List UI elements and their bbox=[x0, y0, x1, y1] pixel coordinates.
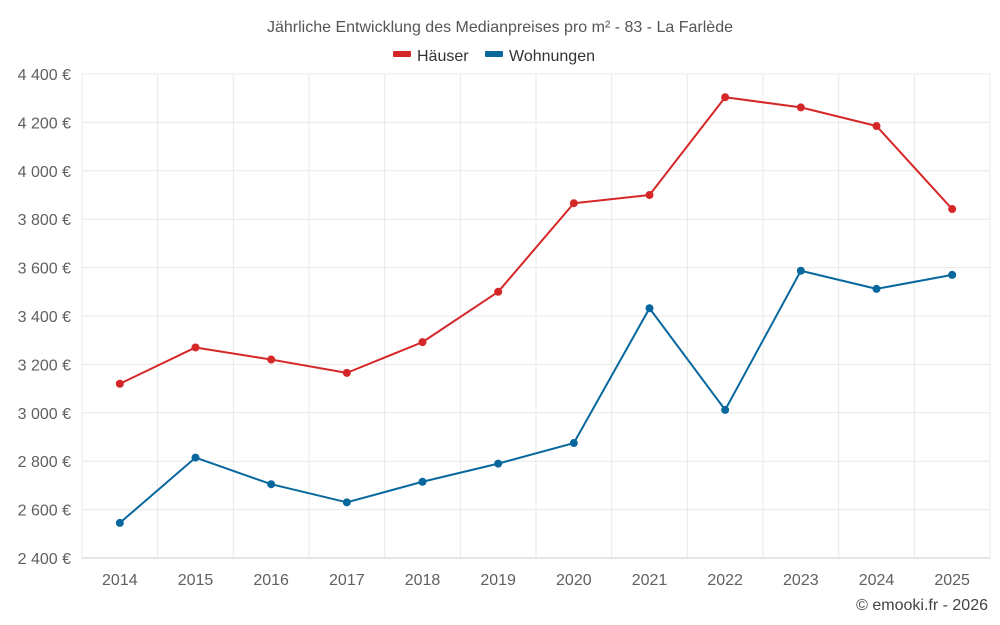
data-point-haeuser[interactable] bbox=[115, 379, 124, 388]
data-point-wohnungen[interactable] bbox=[721, 405, 730, 414]
data-point-wohnungen[interactable] bbox=[948, 270, 957, 279]
legend-swatch-wohnungen bbox=[485, 51, 503, 57]
data-point-wohnungen[interactable] bbox=[418, 477, 427, 486]
x-tick-label: 2024 bbox=[859, 572, 895, 589]
x-tick-label: 2023 bbox=[783, 572, 819, 589]
data-point-haeuser[interactable] bbox=[721, 93, 730, 102]
legend-item-haeuser[interactable]: Häuser bbox=[393, 48, 469, 65]
series-wohnungen bbox=[115, 266, 957, 527]
x-tick-label: 2016 bbox=[253, 572, 289, 589]
series-haeuser bbox=[115, 93, 957, 388]
y-tick-label: 4 000 € bbox=[18, 164, 71, 181]
y-tick-label: 3 200 € bbox=[18, 357, 71, 374]
credit-text: © emooki.fr - 2026 bbox=[856, 597, 988, 614]
y-tick-label: 2 400 € bbox=[18, 551, 71, 568]
y-tick-label: 3 000 € bbox=[18, 406, 71, 423]
y-tick-label: 2 600 € bbox=[18, 503, 71, 520]
grid bbox=[81, 73, 991, 559]
chart-title: Jährliche Entwicklung des Medianpreises … bbox=[267, 19, 733, 36]
data-point-haeuser[interactable] bbox=[191, 343, 200, 352]
x-tick-label: 2025 bbox=[934, 572, 970, 589]
legend: Häuser Wohnungen bbox=[393, 48, 595, 65]
data-point-wohnungen[interactable] bbox=[796, 266, 805, 275]
data-point-haeuser[interactable] bbox=[796, 103, 805, 112]
legend-label-haeuser: Häuser bbox=[417, 48, 469, 65]
data-point-wohnungen[interactable] bbox=[267, 480, 276, 489]
legend-swatch-haeuser bbox=[393, 51, 411, 57]
x-tick-label: 2022 bbox=[707, 572, 743, 589]
x-tick-label: 2020 bbox=[556, 572, 592, 589]
series-line-wohnungen bbox=[119, 269, 953, 524]
y-tick-label: 3 600 € bbox=[18, 261, 71, 278]
data-point-haeuser[interactable] bbox=[569, 199, 578, 208]
data-point-wohnungen[interactable] bbox=[569, 439, 578, 448]
y-tick-label: 2 800 € bbox=[18, 454, 71, 471]
data-point-haeuser[interactable] bbox=[342, 368, 351, 377]
data-point-haeuser[interactable] bbox=[872, 122, 881, 131]
data-point-haeuser[interactable] bbox=[418, 338, 427, 347]
data-point-haeuser[interactable] bbox=[948, 205, 957, 214]
series-group bbox=[115, 93, 957, 527]
data-point-haeuser[interactable] bbox=[645, 191, 654, 199]
x-tick-label: 2021 bbox=[632, 572, 668, 589]
y-tick-label: 4 200 € bbox=[18, 115, 71, 132]
data-point-haeuser[interactable] bbox=[267, 355, 276, 364]
y-tick-label: 3 400 € bbox=[18, 309, 71, 326]
data-point-wohnungen[interactable] bbox=[191, 453, 200, 462]
legend-label-wohnungen: Wohnungen bbox=[509, 48, 595, 65]
y-tick-label: 4 400 € bbox=[18, 67, 71, 84]
x-tick-label: 2017 bbox=[329, 572, 365, 589]
x-axis: 2014 2015 2016 2017 2018 2019 2020 2021 2022 2023… bbox=[102, 572, 970, 589]
data-point-wohnungen[interactable] bbox=[115, 518, 124, 527]
x-tick-label: 2015 bbox=[178, 572, 214, 589]
y-tick-label: 3 800 € bbox=[18, 212, 71, 229]
data-point-wohnungen[interactable] bbox=[645, 304, 654, 313]
data-point-wohnungen[interactable] bbox=[872, 284, 881, 293]
x-tick-label: 2019 bbox=[480, 572, 516, 589]
legend-item-wohnungen[interactable]: Wohnungen bbox=[485, 48, 595, 65]
x-tick-label: 2018 bbox=[405, 572, 441, 589]
series-line-haeuser bbox=[119, 96, 953, 385]
data-point-haeuser[interactable] bbox=[494, 287, 503, 296]
y-axis: 2 400 € 2 600 € 2 800 € 3 000 € 3 200 € 3 400… bbox=[18, 67, 71, 568]
x-tick-label: 2014 bbox=[102, 572, 138, 589]
data-point-wohnungen[interactable] bbox=[494, 459, 503, 468]
data-point-wohnungen[interactable] bbox=[342, 498, 351, 507]
